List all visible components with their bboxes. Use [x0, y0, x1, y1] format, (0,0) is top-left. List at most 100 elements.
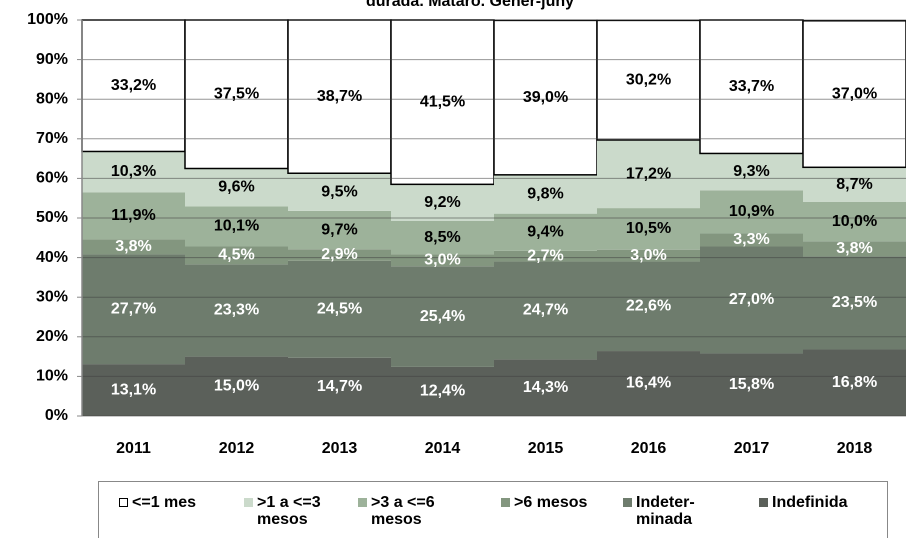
bar-segment — [700, 353, 803, 416]
data-label: 3,8% — [115, 238, 151, 255]
data-label: 2,7% — [527, 247, 563, 264]
bar-segment — [82, 239, 185, 255]
legend-label: Indefinida — [772, 494, 848, 511]
data-label: 14,3% — [523, 379, 568, 396]
legend-swatch — [244, 498, 253, 507]
data-label: 3,8% — [836, 240, 872, 257]
data-label: 8,7% — [836, 176, 872, 193]
bar-segment — [185, 264, 288, 357]
data-label: 11,9% — [111, 207, 155, 224]
bar-segment — [597, 139, 700, 209]
data-label: 16,4% — [626, 375, 671, 392]
bar-segment — [288, 249, 391, 261]
bar-segment — [596, 19, 701, 141]
legend-swatch — [623, 498, 632, 507]
bar-segment — [597, 208, 700, 250]
data-label: 9,8% — [527, 185, 563, 202]
x-tick-label: 2012 — [219, 440, 255, 457]
data-label: 24,7% — [523, 302, 568, 319]
x-tick-label: 2013 — [322, 440, 358, 457]
legend-item: <=1 mes — [119, 494, 242, 511]
data-label: 39,0% — [523, 89, 568, 106]
data-label: 10,0% — [832, 213, 877, 230]
bar-segment — [288, 173, 391, 211]
data-label: 9,6% — [218, 179, 254, 196]
bar-segment — [390, 19, 495, 186]
data-label: 38,7% — [317, 88, 362, 105]
legend: <=1 mes >1 a <=3 mesos >3 a <=6 mesos >6 me… — [98, 481, 888, 538]
data-label: 9,5% — [321, 183, 357, 200]
y-tick-label: 30% — [36, 288, 68, 305]
legend-item: Indeter-minada — [623, 494, 706, 528]
data-label: 9,2% — [424, 194, 460, 211]
data-label: 15,0% — [214, 378, 259, 395]
bar-segment — [597, 351, 700, 416]
legend-item: >1 a <=3 mesos — [244, 494, 337, 528]
bar-segment — [803, 241, 906, 257]
bar-segment — [494, 261, 597, 360]
bar-segment — [700, 246, 803, 354]
legend-label: <=1 mes — [132, 494, 197, 511]
bar-segment — [82, 364, 185, 416]
x-tick-label: 2018 — [837, 440, 873, 457]
data-label: 2,9% — [321, 246, 357, 263]
data-label: 33,7% — [729, 78, 774, 95]
data-label: 17,2% — [626, 165, 671, 182]
legend-swatch — [358, 498, 367, 507]
data-label: 27,0% — [729, 291, 774, 308]
bar-segment — [700, 153, 803, 191]
legend-label: Indeter-minada — [636, 494, 695, 528]
y-tick-label: 60% — [36, 170, 68, 187]
data-label: 27,7% — [111, 300, 156, 317]
y-tick-label: 90% — [36, 51, 68, 68]
bar-segment — [391, 254, 494, 267]
data-label: 10,1% — [214, 218, 259, 235]
bar-segment — [82, 254, 185, 365]
data-label: 4,5% — [218, 247, 254, 264]
y-tick-label: 20% — [36, 328, 68, 345]
bar-segment — [802, 20, 906, 169]
data-label: 25,4% — [420, 308, 465, 325]
bar-segment — [391, 366, 494, 416]
data-label: 10,3% — [111, 163, 156, 180]
data-label: 10,9% — [729, 203, 774, 220]
bar-segment — [391, 184, 494, 221]
bar-segment — [185, 246, 288, 265]
data-label: 30,2% — [626, 71, 671, 88]
y-tick-label: 0% — [45, 407, 68, 424]
bar-segment — [288, 260, 391, 358]
data-label: 23,3% — [214, 302, 259, 319]
bar-segment — [288, 210, 391, 250]
bar-segment — [699, 19, 804, 155]
bar-segment — [287, 19, 392, 175]
x-tick-label: 2016 — [631, 440, 667, 457]
bar-segment — [288, 357, 391, 416]
y-tick-label: 80% — [36, 90, 68, 107]
bar-segment — [185, 356, 288, 416]
legend-swatch — [759, 498, 768, 507]
x-tick-label: 2017 — [734, 440, 770, 457]
legend-label: >3 a <=6 mesos — [371, 494, 435, 528]
x-tick-label: 2014 — [425, 440, 461, 457]
data-label: 9,3% — [733, 163, 769, 180]
data-label: 33,2% — [111, 77, 156, 94]
y-tick-label: 10% — [36, 368, 68, 385]
bar-segment — [700, 233, 803, 247]
bar-segment — [82, 151, 185, 193]
bar-segment — [391, 266, 494, 367]
data-label: 14,7% — [317, 378, 362, 395]
data-label: 9,4% — [527, 223, 563, 240]
data-label: 22,6% — [626, 298, 671, 315]
bar-segment — [82, 192, 185, 240]
bar-segment — [184, 19, 289, 170]
data-label: 13,1% — [111, 381, 156, 398]
chart-title: durada. Mataró. Gener-juny — [366, 0, 574, 10]
bar-segment — [494, 250, 597, 262]
data-label: 9,7% — [321, 221, 357, 238]
bar-segment — [494, 174, 597, 214]
data-label: 37,0% — [832, 85, 877, 102]
bar-segment — [493, 19, 598, 176]
data-label: 24,5% — [317, 300, 362, 317]
bar-segment — [803, 167, 906, 202]
